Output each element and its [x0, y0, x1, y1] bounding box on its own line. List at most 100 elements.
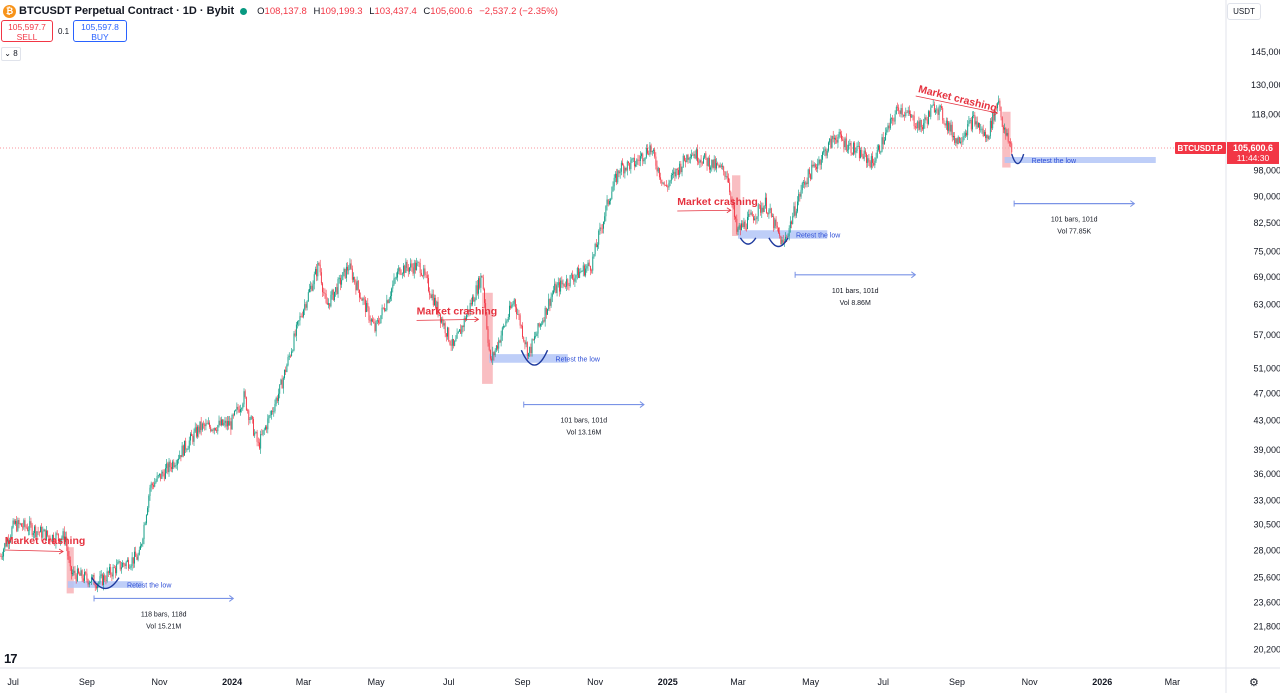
candle [633, 157, 635, 167]
candle [117, 562, 119, 565]
candle [668, 182, 670, 188]
range-bars-label: 101 bars, 101d [832, 288, 879, 295]
candle [303, 309, 304, 317]
range-bars-label: 118 bars, 118d [141, 611, 187, 618]
candle [563, 283, 565, 287]
crash-zone[interactable] [482, 292, 493, 384]
candle [735, 216, 737, 219]
candle [437, 301, 439, 316]
candle [228, 420, 229, 426]
candle [613, 177, 615, 187]
candle [618, 170, 620, 174]
candle [925, 117, 927, 120]
candle [100, 574, 102, 577]
candle [753, 216, 754, 221]
candle [506, 320, 508, 322]
candle [442, 318, 444, 326]
candle [244, 391, 246, 398]
candle [186, 449, 188, 451]
candle [679, 163, 681, 175]
candle [867, 158, 869, 163]
candle [743, 221, 745, 228]
crash-arrow[interactable] [677, 209, 731, 212]
candle [676, 168, 678, 171]
crash-arrow[interactable] [915, 95, 998, 114]
candle [542, 320, 544, 324]
candle [467, 309, 469, 315]
candle [858, 145, 860, 159]
candle [360, 297, 362, 299]
candle [107, 571, 109, 574]
candle [919, 119, 921, 130]
candle [550, 296, 552, 306]
candle [129, 567, 131, 569]
retest-zone[interactable] [67, 581, 143, 588]
candle [845, 138, 847, 151]
symbol-price-badge[interactable] [1175, 141, 1226, 154]
candle [992, 111, 994, 129]
candle [872, 156, 873, 163]
candle [610, 199, 612, 202]
crash-zone[interactable] [732, 175, 741, 236]
buy-button[interactable]: 105,597.8 BUY [73, 20, 127, 42]
candle [745, 228, 747, 230]
symbol-title[interactable]: BTCUSDT Perpetual Contract · 1D · Bybit [19, 5, 235, 17]
retest-arc[interactable] [1011, 153, 1025, 165]
retest-arc[interactable] [768, 237, 789, 248]
retest-zone[interactable] [1004, 157, 1156, 163]
crash-arrow[interactable] [416, 318, 479, 321]
candle [751, 212, 753, 217]
candle [600, 227, 602, 229]
candle [94, 584, 96, 587]
retest-arc[interactable] [91, 577, 120, 590]
candle [189, 433, 191, 441]
candle [617, 170, 619, 183]
candle [666, 185, 668, 187]
candle [450, 344, 452, 346]
sell-button[interactable]: 105,597.7 SELL [1, 20, 53, 42]
candle [28, 530, 30, 532]
candle [849, 143, 851, 145]
candle [116, 564, 118, 574]
candle [1005, 128, 1007, 136]
indicators-collapse-button[interactable]: ⌄ 8 [1, 47, 21, 61]
candle [706, 157, 708, 166]
candle [587, 262, 589, 267]
candle [578, 267, 579, 278]
candle [431, 294, 433, 299]
candle [343, 268, 345, 273]
x-tick-label: May [802, 677, 820, 687]
candle [349, 263, 351, 270]
crash-zone[interactable] [1002, 111, 1011, 168]
candle [650, 145, 652, 153]
candle [739, 225, 741, 230]
candle [658, 168, 660, 178]
candle [956, 138, 958, 145]
candle [10, 536, 12, 541]
candle [225, 420, 227, 427]
candle [756, 216, 758, 220]
retest-zone[interactable] [737, 230, 828, 239]
candle [220, 419, 222, 426]
tradingview-logo[interactable]: 17 [4, 651, 18, 666]
retest-arc[interactable] [520, 349, 549, 366]
candle [60, 539, 62, 543]
candle [488, 342, 490, 351]
candle [707, 158, 709, 166]
candle [642, 153, 644, 162]
candle [720, 165, 722, 168]
crash-arrow[interactable] [4, 549, 64, 552]
candle [205, 423, 207, 427]
retest-arc[interactable] [739, 237, 757, 245]
candle [898, 107, 900, 111]
candle [168, 461, 170, 473]
candle [875, 157, 877, 161]
settings-gear-icon[interactable]: ⚙ [1249, 677, 1259, 689]
y-tick-label: 39,000.0 [1253, 445, 1280, 455]
currency-selector[interactable]: USDT [1227, 3, 1261, 20]
candle [697, 149, 698, 162]
candle [112, 566, 114, 577]
candle [651, 150, 653, 153]
candle [629, 163, 631, 170]
